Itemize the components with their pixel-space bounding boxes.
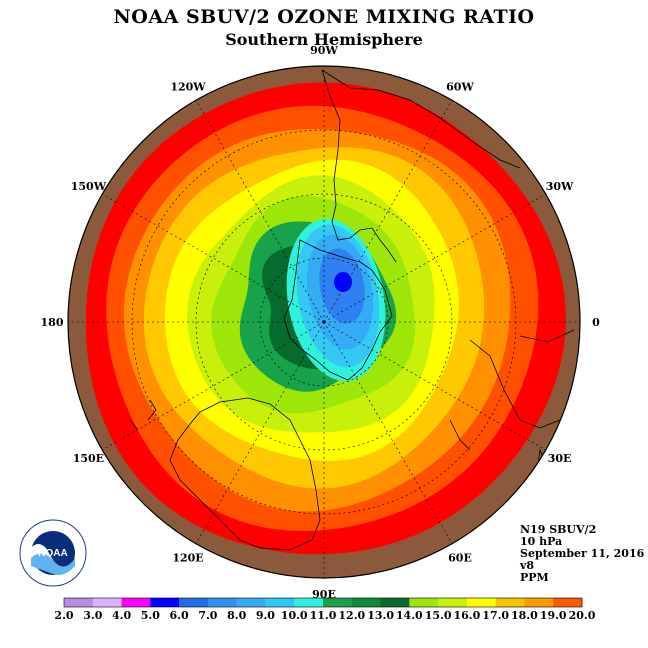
- colorbar-swatch-17: [553, 598, 583, 607]
- colorbar-tick-label: 11.0: [310, 609, 337, 622]
- colorbar-swatch-10: [351, 598, 381, 607]
- longitude-label-5: 60E: [448, 552, 472, 565]
- noaa-logo: NOAA: [18, 518, 88, 588]
- colorbar-tick-label: 19.0: [540, 609, 567, 622]
- colorbar-swatch-3: [150, 598, 180, 607]
- colorbar-swatch-0: [64, 598, 94, 607]
- colorbar-tick-label: 13.0: [367, 609, 394, 622]
- colorbar-tick-label: 12.0: [338, 609, 365, 622]
- longitude-label-4: 30E: [548, 452, 572, 465]
- colorbar-swatch-12: [409, 598, 439, 607]
- coastline-6: [129, 399, 157, 431]
- colorbar-tick-label: 7.0: [198, 609, 217, 622]
- colorbar-swatch-9: [323, 598, 353, 607]
- coastline-2: [321, 69, 521, 169]
- colorbar: 2.0 3.0 4.0 5.0 6.0 7.0 8.0 9.0 10.0 11.0 12.0 13.0…: [54, 597, 596, 622]
- map-border: [67, 65, 581, 579]
- info-block: N19 SBUV/2 10 hPa September 11, 2016 v8 …: [520, 524, 644, 584]
- colorbar-swatch-14: [466, 598, 496, 607]
- colorbar-swatch-2: [121, 598, 151, 607]
- colorbar-tick-label: 20.0: [569, 609, 596, 622]
- longitude-label-8: 150E: [73, 452, 104, 465]
- colorbar-tick-label: 15.0: [425, 609, 452, 622]
- colorbar-swatch-11: [380, 598, 410, 607]
- latitude-circle-0: [259, 257, 389, 387]
- colorbar-tick-label: 3.0: [83, 609, 102, 622]
- coastline-7: [449, 419, 471, 451]
- coastlines: [129, 69, 575, 551]
- longitude-label-1: 60W: [446, 80, 474, 93]
- coastline-0: [321, 69, 389, 251]
- pressure-level: 10 hPa: [520, 535, 563, 548]
- colorbar-tick-label: 9.0: [256, 609, 275, 622]
- colorbar-swatch-8: [294, 598, 324, 607]
- colorbar-tick-label: 17.0: [482, 609, 509, 622]
- colorbar-swatch-16: [524, 598, 554, 607]
- colorbar-swatch-5: [207, 598, 237, 607]
- colorbar-swatch-13: [438, 598, 468, 607]
- colorbar-frame: [63, 597, 583, 608]
- date-label: September 11, 2016: [520, 547, 645, 560]
- colorbar-tick-label: 16.0: [454, 609, 481, 622]
- longitude-label-7: 120E: [172, 552, 203, 565]
- graticule: [68, 66, 580, 578]
- colorbar-tick-label: 2.0: [54, 609, 73, 622]
- colorbar-swatch-1: [92, 598, 122, 607]
- colorbar-tick-label: 8.0: [227, 609, 246, 622]
- longitude-label-9: 180: [41, 316, 64, 329]
- page-subtitle: Southern Hemisphere: [225, 30, 423, 49]
- colorbar-tick-label: 14.0: [396, 609, 423, 622]
- colorbar-tick-label: 18.0: [511, 609, 538, 622]
- coastline-1: [387, 249, 397, 263]
- latitude-circle-1: [195, 193, 453, 451]
- colorbar-swatch-7: [265, 598, 295, 607]
- longitude-label-2: 30W: [546, 180, 574, 193]
- colorbar-tick-label: 4.0: [112, 609, 131, 622]
- longitude-label-3: 0: [592, 316, 600, 329]
- colorbar-swatch-4: [179, 598, 209, 607]
- coastline-5: [169, 397, 321, 551]
- colorbar-tick-label: 5.0: [141, 609, 160, 622]
- coastline-3: [283, 239, 393, 381]
- version-label: v8: [520, 559, 535, 572]
- ozone-core-5: [334, 272, 352, 292]
- noaa-logo-text: NOAA: [38, 548, 67, 559]
- colorbar-tick-label: 10.0: [281, 609, 308, 622]
- colorbar-swatch-6: [236, 598, 266, 607]
- coastline-4: [469, 329, 575, 429]
- colorbar-tick-label: 6.0: [170, 609, 189, 622]
- colorbar-swatch-15: [495, 598, 525, 607]
- longitude-label-10: 150W: [71, 180, 107, 193]
- longitude-label-0: 90W: [310, 44, 338, 57]
- page-title: NOAA SBUV/2 OZONE MIXING RATIO: [113, 6, 535, 28]
- satellite-label: N19 SBUV/2: [520, 523, 597, 536]
- units-label: PPM: [520, 571, 549, 584]
- longitude-label-11: 120W: [170, 80, 206, 93]
